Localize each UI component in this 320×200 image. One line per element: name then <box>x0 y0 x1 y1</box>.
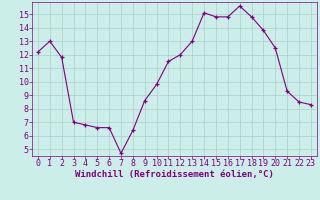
X-axis label: Windchill (Refroidissement éolien,°C): Windchill (Refroidissement éolien,°C) <box>75 170 274 179</box>
